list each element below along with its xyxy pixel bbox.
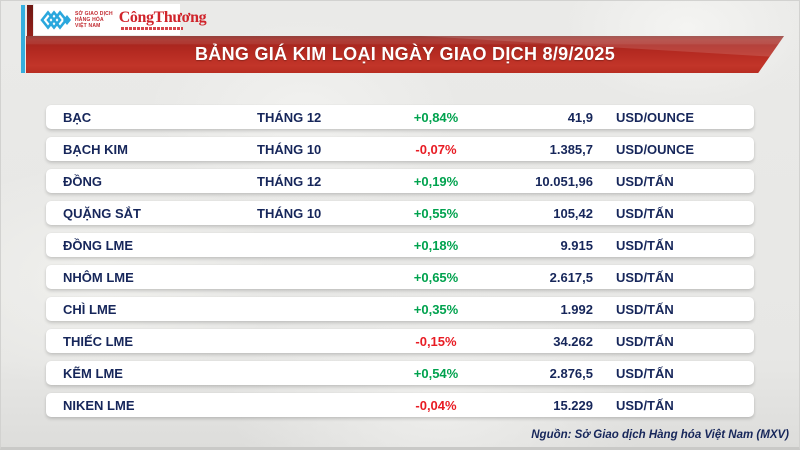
price-table: BẠC THÁNG 12 +0,84% 41,9 USD/OUNCE BẠCH … <box>46 105 754 425</box>
metal-name: ĐỒNG LME <box>63 237 134 253</box>
metal-name: KẼM LME <box>63 365 123 381</box>
percent-change: +0,18% <box>413 237 459 253</box>
price-unit: USD/TẤN <box>616 397 674 413</box>
price-unit: USD/TẤN <box>616 333 674 349</box>
table-row: THIẾC LME -0,15% 34.262 USD/TẤN <box>46 329 754 353</box>
percent-change: +0,54% <box>413 365 459 381</box>
contract-month: THÁNG 12 <box>257 173 322 189</box>
price-value: 1.992 <box>560 301 593 317</box>
percent-change: -0,15% <box>415 333 457 349</box>
percent-change: -0,04% <box>415 397 457 413</box>
congthuong-logo: CôngThương <box>118 8 207 30</box>
metal-name: ĐỒNG <box>63 173 102 189</box>
source-note: Nguồn: Sở Giao dịch Hàng hóa Việt Nam (M… <box>531 429 789 441</box>
table-row: NHÔM LME +0,65% 2.617,5 USD/TẤN <box>46 265 754 289</box>
table-row: QUẶNG SẮT THÁNG 10 +0,55% 105,42 USD/TẤN <box>46 201 754 225</box>
price-value: 9.915 <box>560 237 593 253</box>
mxv-text-line1: SỞ GIAO DỊCH <box>75 10 113 17</box>
contract-month: THÁNG 10 <box>257 141 322 157</box>
percent-change: +0,55% <box>413 205 459 221</box>
price-value: 15.229 <box>553 397 593 413</box>
metal-name: NIKEN LME <box>63 397 135 413</box>
percent-change: +0,65% <box>413 269 459 285</box>
page-title: BẢNG GIÁ KIM LOẠI NGÀY GIAO DỊCH 8/9/202… <box>194 44 616 64</box>
table-row: KẼM LME +0,54% 2.876,5 USD/TẤN <box>46 361 754 385</box>
price-value: 34.262 <box>553 333 593 349</box>
price-unit: USD/TẤN <box>616 269 674 285</box>
table-row: CHÌ LME +0,35% 1.992 USD/TẤN <box>46 297 754 321</box>
contract-month: THÁNG 12 <box>257 109 322 125</box>
table-row: BẠCH KIM THÁNG 10 -0,07% 1.385,7 USD/OUN… <box>46 137 754 161</box>
contract-month: THÁNG 10 <box>257 205 322 221</box>
metal-name: BẠCH KIM <box>63 141 128 157</box>
price-unit: USD/OUNCE <box>616 141 695 157</box>
table-row: NIKEN LME -0,04% 15.229 USD/TẤN <box>46 393 754 417</box>
percent-change: +0,19% <box>413 173 459 189</box>
metal-name: NHÔM LME <box>63 269 134 285</box>
percent-change: -0,07% <box>415 141 457 157</box>
price-unit: USD/TẤN <box>616 237 674 253</box>
price-unit: USD/TẤN <box>616 205 674 221</box>
mxv-logo-text: SỞ GIAO DỊCH HÀNG HÓA VIỆT NAM <box>75 11 113 29</box>
logo-strip: SỞ GIAO DỊCH HÀNG HÓA VIỆT NAM CôngThươn… <box>34 4 207 35</box>
price-value: 10.051,96 <box>535 173 593 189</box>
percent-change: +0,84% <box>413 109 459 125</box>
table-row: ĐỒNG LME +0,18% 9.915 USD/TẤN <box>46 233 754 257</box>
metal-name: CHÌ LME <box>63 301 117 317</box>
mxv-text-line3: VIỆT NAM <box>75 22 101 29</box>
congthuong-wordmark: CôngThương <box>118 8 207 26</box>
price-unit: USD/TẤN <box>616 173 674 189</box>
price-value: 2.876,5 <box>549 365 593 381</box>
price-value: 2.617,5 <box>549 269 593 285</box>
table-row: ĐỒNG THÁNG 12 +0,19% 10.051,96 USD/TẤN <box>46 169 754 193</box>
metal-name: THIẾC LME <box>63 333 134 349</box>
mxv-chevrons-icon <box>39 9 71 31</box>
metal-name: BẠC <box>63 109 92 125</box>
price-value: 105,42 <box>553 205 593 221</box>
percent-change: +0,35% <box>413 301 459 317</box>
mxv-text-line2: HÀNG HÓA <box>75 16 104 23</box>
metal-name: QUẶNG SẮT <box>63 205 141 221</box>
price-value: 41,9 <box>567 109 593 125</box>
price-unit: USD/OUNCE <box>616 109 695 125</box>
price-unit: USD/TẤN <box>616 301 674 317</box>
price-unit: USD/TẤN <box>616 365 674 381</box>
title-banner: BẢNG GIÁ KIM LOẠI NGÀY GIAO DỊCH 8/9/202… <box>26 36 784 73</box>
congthuong-tagline-bar <box>120 26 183 30</box>
accent-stripe-blue <box>21 5 25 73</box>
table-row: BẠC THÁNG 12 +0,84% 41,9 USD/OUNCE <box>46 105 754 129</box>
price-value: 1.385,7 <box>549 141 593 157</box>
